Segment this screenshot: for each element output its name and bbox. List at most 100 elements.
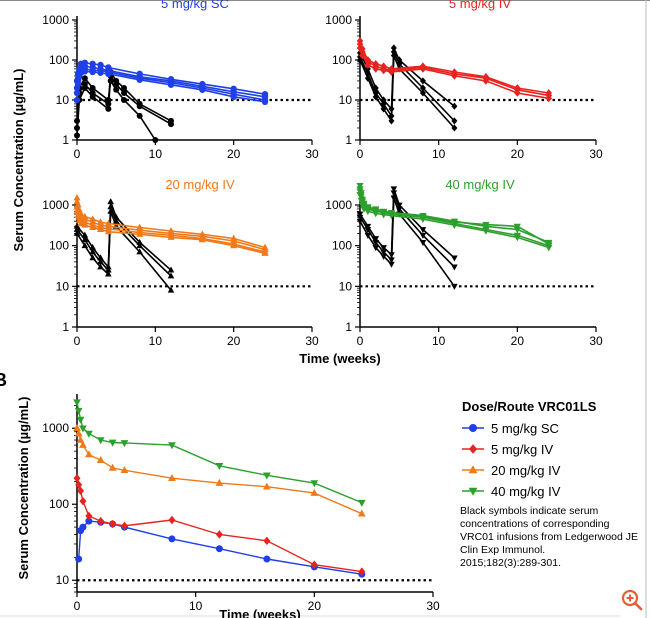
data-point: [104, 219, 112, 227]
data-point: [513, 226, 521, 234]
legend-label: 5 mg/kg IV: [491, 442, 553, 457]
data-point: [359, 45, 366, 53]
data-point: [263, 472, 271, 480]
y-tick-label: 10: [56, 93, 70, 107]
data-point: [81, 236, 89, 243]
data-point: [198, 235, 206, 243]
panel-a2: 1 10 100 1000 0 10 20 30 5 mg/kg IV: [325, 0, 603, 161]
data-point: [168, 121, 174, 128]
data-point: [364, 223, 372, 230]
data-point: [372, 93, 379, 101]
data-point: [215, 545, 223, 553]
legend-marker: [469, 424, 477, 432]
data-point: [545, 94, 552, 103]
y-tick-label: 1: [62, 320, 69, 334]
data-point: [96, 218, 105, 225]
data-point: [390, 186, 398, 193]
data-point: [97, 258, 104, 265]
data-point: [380, 105, 387, 113]
panel-b-letter: B: [0, 370, 7, 390]
data-point: [89, 60, 96, 68]
data-point: [263, 555, 271, 563]
data-point: [380, 66, 387, 75]
y-tick-label: 1000: [325, 13, 352, 27]
data-point: [75, 555, 83, 563]
data-point: [121, 89, 127, 96]
series-vrc01ls-subject-4: [356, 186, 553, 248]
data-point: [388, 65, 395, 73]
panel-b-ylabel: Serum Concentration (µg/mL): [16, 397, 31, 580]
y-tick-label: 1000: [42, 198, 69, 212]
data-point: [310, 480, 319, 488]
data-point: [136, 230, 144, 237]
data-point: [79, 523, 87, 531]
data-point: [105, 270, 112, 277]
data-point: [357, 499, 366, 507]
data-point: [74, 407, 83, 415]
black-series: [356, 190, 458, 271]
series-line: [76, 206, 172, 277]
series-vrc01ls-subject-1: [73, 197, 269, 253]
x-tick-label: 20: [308, 599, 322, 613]
data-point: [390, 48, 397, 56]
data-point: [356, 186, 364, 193]
data-point: [372, 60, 379, 68]
data-point: [451, 68, 458, 76]
data-point: [89, 68, 96, 76]
x-tick-label: 10: [189, 599, 203, 613]
data-point: [96, 225, 105, 233]
data-point: [230, 234, 238, 242]
y-tick-label: 10: [56, 279, 70, 293]
x-tick-label: 20: [227, 334, 241, 348]
x-tick-label: 10: [149, 334, 163, 348]
series-line: [76, 402, 363, 504]
x-tick-label: 20: [511, 334, 525, 348]
data-point: [74, 211, 82, 219]
data-point: [261, 243, 269, 251]
data-point: [419, 62, 427, 71]
data-point: [105, 64, 112, 71]
legend-marker: [468, 487, 478, 496]
data-point: [136, 76, 143, 83]
data-point: [79, 440, 87, 448]
data-point: [451, 117, 458, 125]
data-point: [364, 205, 372, 212]
x-tick-label: 0: [74, 334, 81, 348]
data-point: [113, 86, 120, 93]
legend-title: Dose/Route VRC01LS: [462, 399, 597, 414]
x-tick-label: 10: [149, 147, 163, 161]
x-tick-label: 30: [589, 334, 603, 348]
data-point: [167, 266, 175, 273]
data-point: [73, 229, 81, 236]
x-tick-label: 30: [426, 599, 440, 613]
data-point: [372, 84, 379, 92]
data-point: [419, 77, 426, 85]
y-tick-label: 100: [332, 53, 352, 67]
data-point: [105, 97, 112, 103]
y-tick-label: 10: [339, 279, 353, 293]
data-point: [76, 416, 85, 424]
data-point: [136, 248, 143, 255]
black-series: [357, 44, 458, 113]
data-point: [230, 93, 237, 101]
data-point: [81, 231, 89, 238]
panel-a3: 1 10 100 1000 0 10 20 30 20 mg/kg IV: [42, 177, 319, 348]
data-point: [97, 69, 104, 76]
data-point: [419, 84, 426, 92]
data-point: [545, 89, 552, 97]
x-tick-label: 30: [589, 147, 603, 161]
data-point: [81, 242, 89, 249]
data-point: [73, 222, 81, 229]
panel-title: 5 mg/kg SC: [161, 0, 229, 11]
data-point: [97, 516, 105, 526]
zoom-in-button[interactable]: [620, 588, 644, 612]
data-point: [513, 234, 521, 242]
data-point: [109, 519, 117, 529]
data-point: [380, 253, 387, 260]
data-point: [419, 232, 427, 239]
data-point: [107, 203, 114, 210]
data-point: [372, 236, 380, 243]
data-point: [97, 263, 104, 270]
data-point: [81, 59, 89, 67]
x-tick-label: 20: [227, 147, 241, 161]
